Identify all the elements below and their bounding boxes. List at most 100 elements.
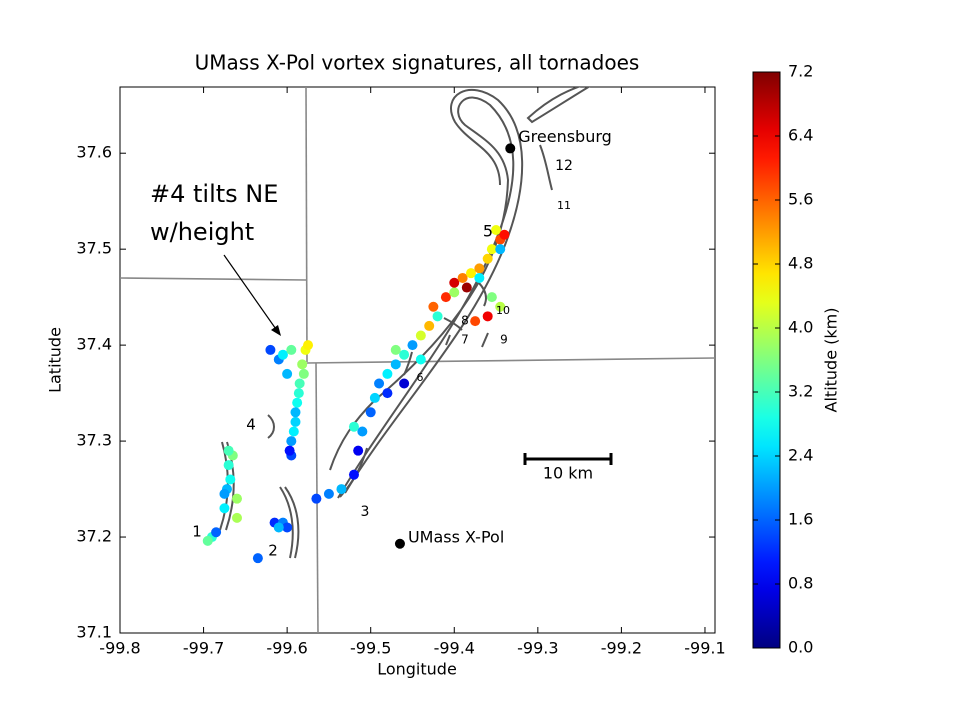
colorbar-tick-label: 2.4 — [788, 446, 813, 465]
track-label: 9 — [500, 333, 508, 347]
point — [491, 224, 502, 235]
point — [440, 292, 451, 303]
point — [449, 287, 460, 298]
point — [365, 407, 376, 418]
point — [482, 253, 493, 264]
track-label: 6 — [417, 371, 424, 384]
y-tick-label: 37.6 — [76, 143, 112, 162]
x-tick-label: -99.6 — [266, 639, 307, 658]
track — [526, 87, 591, 124]
point — [336, 484, 347, 495]
point — [495, 301, 506, 312]
point — [399, 378, 410, 389]
x-tick-label: -99.7 — [183, 639, 224, 658]
colorbar-tick-label: 4.8 — [788, 254, 813, 273]
point — [219, 503, 230, 514]
track — [267, 414, 275, 439]
point — [303, 340, 314, 351]
point — [461, 282, 472, 293]
location-marker — [394, 538, 405, 549]
track-label: 4 — [246, 416, 256, 434]
point — [219, 488, 230, 499]
point — [290, 407, 301, 418]
track — [403, 351, 413, 376]
point — [390, 344, 401, 355]
x-tick-label: -99.8 — [99, 639, 140, 658]
point — [428, 301, 439, 312]
annotation-arrowhead — [271, 325, 281, 336]
x-tick-label: -99.4 — [434, 639, 475, 658]
point — [407, 340, 418, 351]
annotation-line: w/height — [150, 218, 254, 246]
x-tick-label: -99.1 — [684, 639, 725, 658]
point — [424, 320, 435, 331]
colorbar-tick-label: 1.6 — [788, 510, 813, 529]
colorbar-tick-label: 5.6 — [788, 190, 813, 209]
colorbar-label: Altitude (km) — [822, 308, 841, 413]
point — [225, 474, 236, 485]
point — [382, 388, 393, 399]
y-tick-label: 37.2 — [76, 527, 112, 546]
point — [482, 311, 493, 322]
x-tick-label: -99.3 — [517, 639, 558, 658]
location-marker — [505, 143, 516, 154]
point — [499, 229, 510, 240]
track-label: 11 — [557, 199, 571, 212]
colorbar-tick-label: 0.8 — [788, 574, 813, 593]
point — [486, 292, 497, 303]
point — [486, 244, 497, 255]
point — [284, 445, 295, 456]
annotation-line: #4 tilts NE — [150, 180, 278, 208]
point — [288, 426, 299, 437]
point — [369, 392, 380, 403]
point — [297, 359, 308, 370]
point — [495, 244, 506, 255]
point — [282, 522, 293, 533]
county-line — [305, 87, 308, 363]
x-axis-label: Longitude — [377, 660, 457, 679]
point — [290, 416, 301, 427]
point — [294, 378, 305, 389]
point — [265, 344, 276, 355]
point — [357, 426, 368, 437]
track — [279, 486, 300, 559]
point — [474, 272, 485, 283]
point — [311, 493, 322, 504]
location-label: Greensburg — [518, 127, 612, 146]
point — [282, 368, 293, 379]
point — [252, 553, 263, 564]
point — [470, 316, 481, 327]
colorbar-tick-label: 6.4 — [788, 126, 813, 145]
track-label: 1 — [192, 523, 202, 541]
colorbar-tick-label: 4.0 — [788, 318, 813, 337]
y-tick-label: 37.5 — [76, 239, 112, 258]
annotation-arrow — [223, 254, 279, 333]
point — [277, 349, 288, 360]
point — [415, 330, 426, 341]
colorbar-tick-label: 3.2 — [788, 382, 813, 401]
county-line — [120, 277, 307, 281]
point — [457, 272, 468, 283]
track — [443, 144, 553, 348]
point — [348, 421, 359, 432]
track-label: 12 — [555, 158, 573, 174]
y-axis-label: Latitude — [46, 327, 65, 393]
point — [223, 445, 234, 456]
y-tick-label: 37.1 — [76, 623, 112, 642]
track-label: 7 — [461, 333, 469, 347]
point — [449, 277, 460, 288]
chart-title: UMass X-Pol vortex signatures, all torna… — [195, 51, 640, 75]
track-label: 2 — [268, 542, 278, 560]
track — [344, 89, 524, 494]
point — [286, 344, 297, 355]
county-line — [306, 357, 715, 364]
track-label: 3 — [361, 504, 370, 520]
point — [353, 445, 364, 456]
point — [374, 378, 385, 389]
point — [323, 488, 334, 499]
point — [399, 349, 410, 360]
y-tick-label: 37.3 — [76, 431, 112, 450]
colorbar-tick-label: 7.2 — [788, 62, 813, 81]
x-tick-label: -99.2 — [601, 639, 642, 658]
